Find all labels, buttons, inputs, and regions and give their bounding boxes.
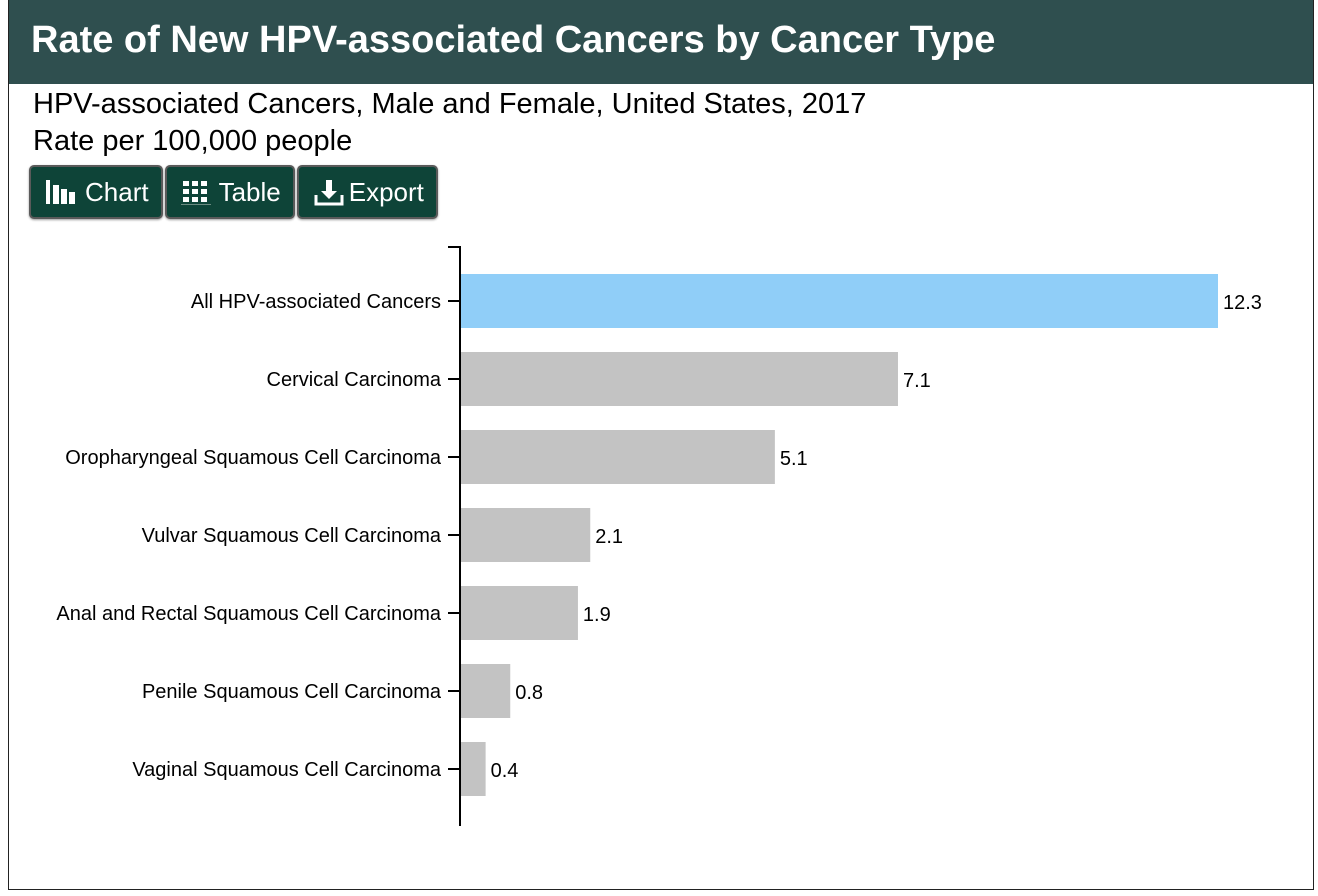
subtitle-line-1: HPV-associated Cancers, Male and Female,… [33,88,867,120]
subtitle-line-2: Rate per 100,000 people [33,125,353,157]
chart-panel: Rate of New HPV-associated Cancers by Ca… [8,0,1314,890]
grid-icon [180,179,211,205]
view-toolbar: Chart Table [29,165,438,219]
category-label: All HPV-associated Cancers [191,291,441,313]
chart-subtitle: HPV-associated Cancers, Male and Female,… [33,86,866,160]
category-label: Oropharyngeal Squamous Cell Carcinoma [65,447,442,469]
data-label: 12.3 [1223,292,1262,314]
export-button[interactable]: Export [296,165,438,219]
data-label: 0.8 [515,682,543,704]
table-button[interactable]: Table [164,165,295,219]
data-label: 2.1 [595,526,623,548]
bar[interactable] [461,274,1218,328]
bar[interactable] [461,352,898,406]
category-label: Anal and Rectal Squamous Cell Carcinoma [56,603,442,625]
category-label: Vaginal Squamous Cell Carcinoma [132,759,442,781]
export-button-label: Export [348,176,424,207]
title-bar: Rate of New HPV-associated Cancers by Ca… [9,0,1313,84]
category-label: Vulvar Squamous Cell Carcinoma [142,525,442,547]
category-label: Cervical Carcinoma [267,369,442,391]
bar[interactable] [461,742,486,796]
bar[interactable] [461,430,775,484]
chart-button-label: Chart [85,176,149,207]
category-label: Penile Squamous Cell Carcinoma [142,681,442,703]
data-label: 5.1 [780,448,808,470]
data-label: 7.1 [903,370,931,392]
page-title: Rate of New HPV-associated Cancers by Ca… [31,18,996,61]
bar-chart-icon [45,179,77,205]
bar[interactable] [461,664,511,718]
chart-button[interactable]: Chart [29,165,163,219]
data-label: 0.4 [491,760,519,782]
bar[interactable] [461,586,578,640]
table-button-label: Table [218,176,281,207]
bar[interactable] [461,508,591,562]
data-label: 1.9 [583,604,611,626]
download-icon [313,178,345,206]
